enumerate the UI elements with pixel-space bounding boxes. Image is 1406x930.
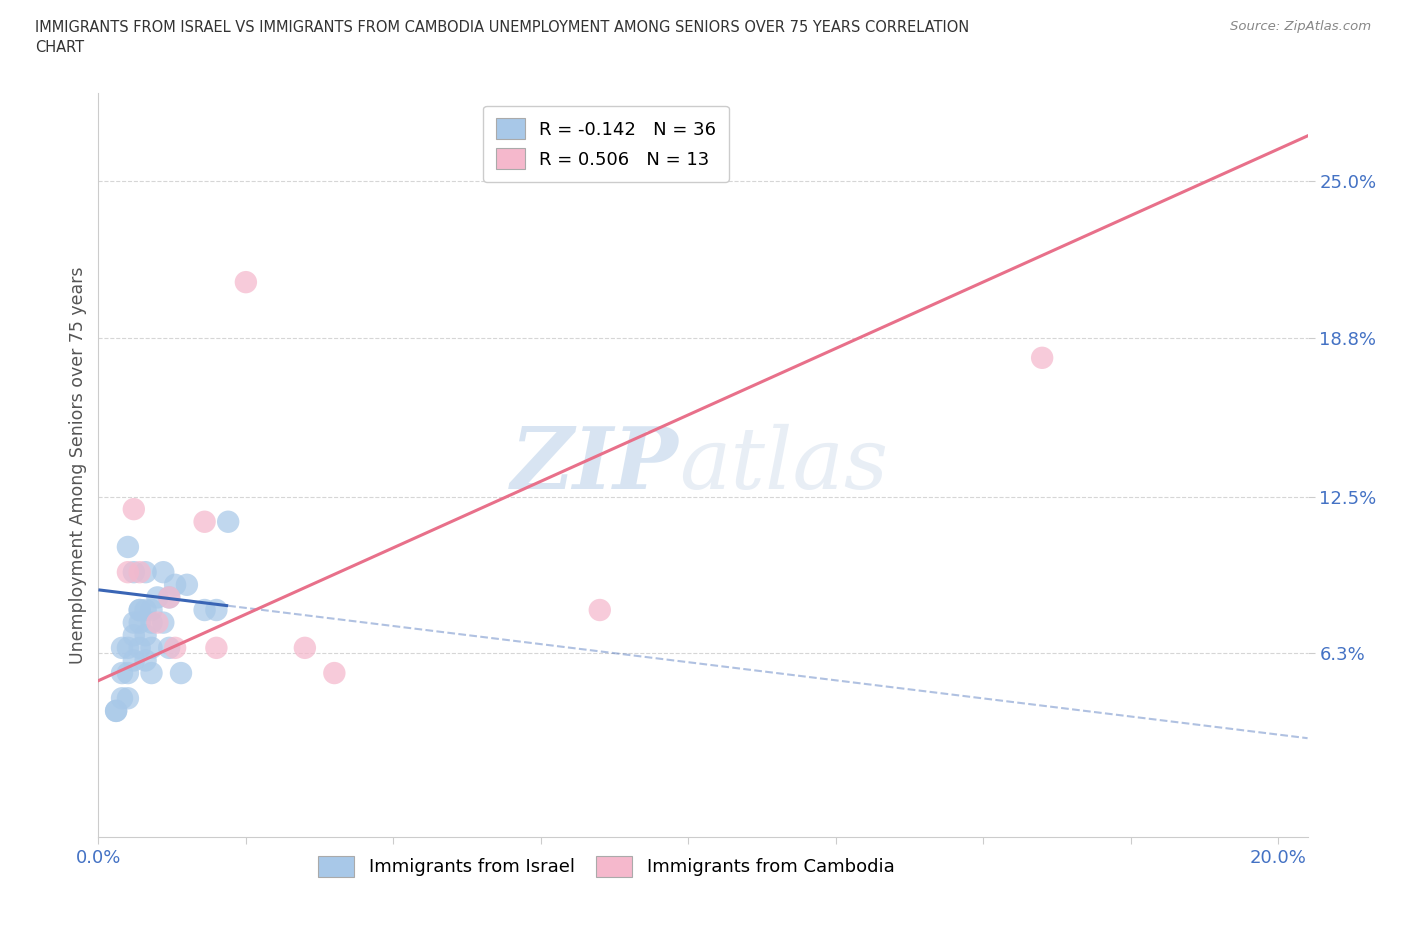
Point [135,628,157,643]
Point [141,603,163,618]
Point [105,703,128,718]
Point [194,603,217,618]
Point [117,691,139,706]
Point [157,590,180,604]
Legend: Immigrants from Israel, Immigrants from Cambodia: Immigrants from Israel, Immigrants from … [311,848,901,884]
Point [105,703,128,718]
Text: Source: ZipAtlas.com: Source: ZipAtlas.com [1230,20,1371,33]
Point [157,590,180,604]
Point [117,539,139,554]
Point [217,514,239,529]
Point [205,641,228,656]
Point [146,590,169,604]
Point [128,603,150,618]
Point [194,514,217,529]
Point [165,578,187,592]
Point [141,641,163,656]
Point [146,615,169,630]
Y-axis label: Unemployment Among Seniors over 75 years: Unemployment Among Seniors over 75 years [69,266,87,664]
Point [135,565,157,579]
Point [111,641,134,656]
Point [128,565,150,579]
Point [117,565,139,579]
Point [141,615,163,630]
Point [122,501,145,516]
Point [128,615,150,630]
Text: IMMIGRANTS FROM ISRAEL VS IMMIGRANTS FROM CAMBODIA UNEMPLOYMENT AMONG SENIORS OV: IMMIGRANTS FROM ISRAEL VS IMMIGRANTS FRO… [35,20,969,35]
Point [135,603,157,618]
Point [589,603,612,618]
Point [235,274,257,289]
Point [117,666,139,681]
Point [170,666,193,681]
Point [128,603,150,618]
Point [157,641,180,656]
Point [152,565,174,579]
Point [176,578,198,592]
Point [122,565,145,579]
Point [141,666,163,681]
Text: ZIP: ZIP [510,423,679,507]
Point [111,666,134,681]
Point [205,603,228,618]
Point [323,666,346,681]
Point [294,641,316,656]
Point [165,641,187,656]
Point [1031,351,1053,365]
Point [111,691,134,706]
Point [122,615,145,630]
Text: CHART: CHART [35,40,84,55]
Point [152,615,174,630]
Point [135,653,157,668]
Point [122,628,145,643]
Point [117,641,139,656]
Point [122,653,145,668]
Text: atlas: atlas [679,424,889,506]
Point [128,641,150,656]
